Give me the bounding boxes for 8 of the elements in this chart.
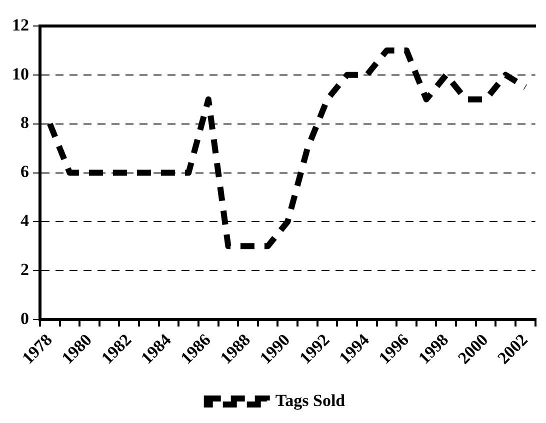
y-tick-label: 10	[12, 64, 29, 84]
y-tick-label: 8	[20, 113, 29, 132]
y-tick-label: 4	[20, 211, 30, 230]
y-tick-label: 0	[20, 308, 29, 328]
y-tick-label: 2	[20, 260, 29, 279]
y-tick-label: 12	[12, 15, 29, 34]
y-tick-label: 6	[20, 162, 29, 182]
legend-label: Tags Sold	[275, 390, 346, 410]
